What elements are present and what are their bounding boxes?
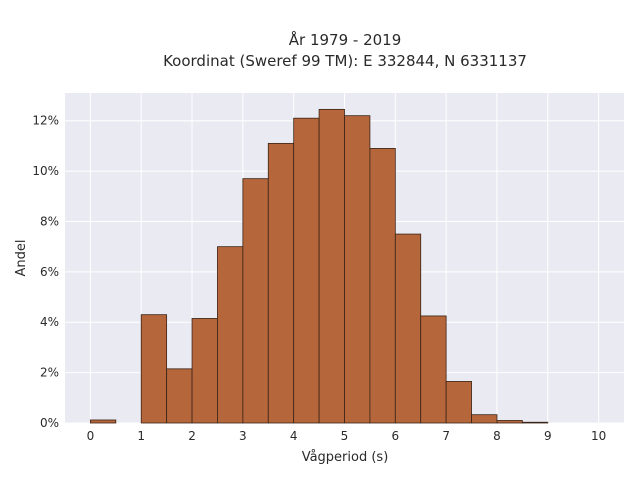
- histogram-bar: [140, 314, 168, 424]
- x-axis-ticks: 0 1 2 3 4 5 6 7 8 9 10: [87, 429, 607, 443]
- x-tick-label: 6: [391, 429, 399, 443]
- x-tick-label: 8: [493, 429, 501, 443]
- y-tick-label: 12%: [32, 114, 59, 128]
- histogram-bar: [191, 318, 218, 424]
- y-tick-label: 8%: [40, 214, 59, 228]
- histogram-bar: [293, 117, 320, 424]
- x-tick-label: 3: [239, 429, 247, 443]
- x-tick-label: 9: [544, 429, 552, 443]
- histogram-bar: [217, 246, 244, 424]
- x-tick-label: 0: [87, 429, 95, 443]
- histogram-bar: [394, 233, 422, 424]
- y-tick-label: 4%: [40, 315, 59, 329]
- histogram-bar: [369, 148, 396, 424]
- histogram-bar: [318, 108, 345, 424]
- histogram-bar: [267, 142, 295, 424]
- x-tick-label: 10: [591, 429, 606, 443]
- x-tick-label: 7: [442, 429, 450, 443]
- histogram-bar: [471, 414, 498, 424]
- chart-title-line-1: År 1979 - 2019: [289, 30, 402, 49]
- y-tick-label: 6%: [40, 265, 59, 279]
- chart-title-line-2: Koordinat (Sweref 99 TM): E 332844, N 63…: [163, 52, 527, 70]
- histogram-bar: [90, 419, 117, 424]
- y-axis-label: Andel: [14, 240, 29, 277]
- histogram-bar: [166, 368, 193, 424]
- histogram-bar: [496, 420, 523, 424]
- x-tick-label: 1: [137, 429, 145, 443]
- y-tick-label: 0%: [40, 416, 59, 430]
- x-tick-label: 5: [341, 429, 349, 443]
- x-axis-label: Vågperiod (s): [302, 450, 389, 465]
- histogram-bars: [90, 108, 549, 424]
- histogram-bar: [521, 421, 549, 424]
- y-tick-label: 2%: [40, 366, 59, 380]
- histogram-bar: [242, 178, 269, 424]
- y-axis-ticks: 0% 2% 4% 6% 8% 10% 12%: [32, 114, 59, 430]
- histogram-bar: [445, 381, 472, 424]
- y-tick-label: 10%: [32, 164, 59, 178]
- x-tick-label: 4: [290, 429, 298, 443]
- histogram-bar: [420, 315, 447, 424]
- histogram-bar: [344, 115, 371, 424]
- x-tick-label: 2: [188, 429, 196, 443]
